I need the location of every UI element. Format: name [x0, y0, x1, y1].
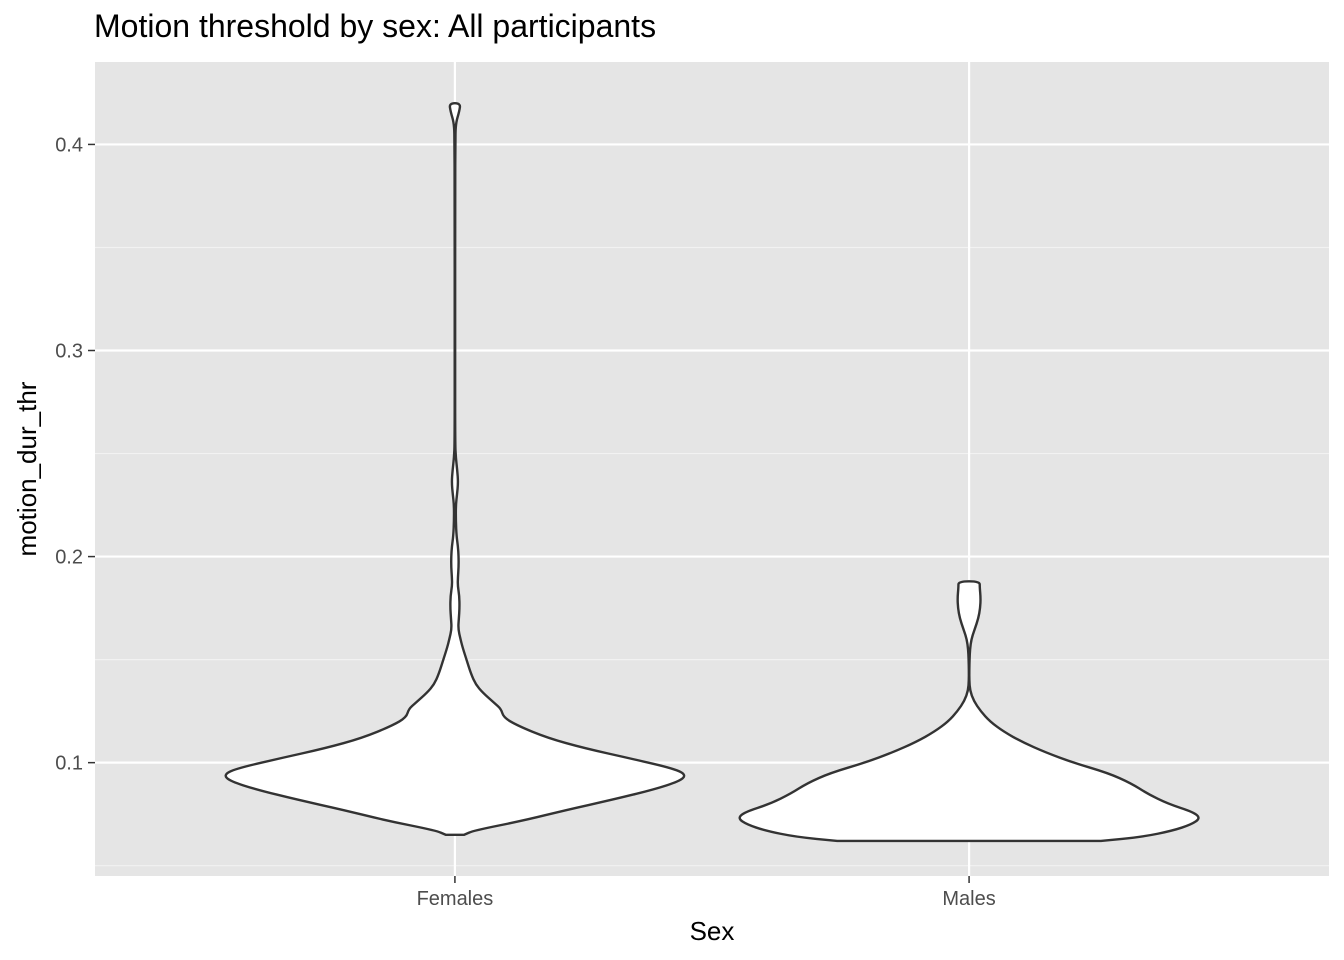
x-axis-title: Sex [690, 916, 735, 946]
violin-females [224, 102, 686, 836]
y-tick-label: 0.4 [55, 134, 83, 156]
violins [224, 102, 1200, 843]
y-tick-label: 0.3 [55, 341, 83, 363]
y-tick-label: 0.1 [55, 753, 83, 775]
plot-panel [95, 62, 1329, 876]
violin-males [738, 580, 1200, 843]
x-tick-label: Males [942, 888, 995, 910]
chart-title: Motion threshold by sex: All participant… [94, 8, 657, 44]
y-tick-label: 0.2 [55, 547, 83, 569]
grid-minor [95, 246, 1329, 867]
y-axis-title: motion_dur_thr [12, 381, 42, 556]
x-axis: Females Males [417, 876, 996, 910]
y-axis: 0.1 0.2 0.3 0.4 [55, 134, 95, 775]
x-tick-label: Females [417, 888, 494, 910]
